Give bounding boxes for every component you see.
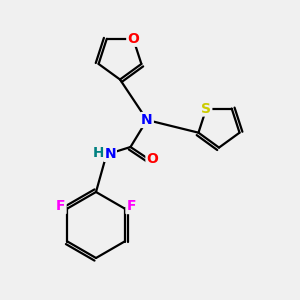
Text: N: N [141, 113, 153, 127]
Text: F: F [126, 199, 136, 213]
Text: O: O [127, 32, 139, 46]
Text: N: N [104, 147, 116, 161]
Text: O: O [146, 152, 158, 166]
Text: F: F [56, 199, 66, 213]
Text: S: S [201, 101, 211, 116]
Text: H: H [92, 146, 104, 160]
